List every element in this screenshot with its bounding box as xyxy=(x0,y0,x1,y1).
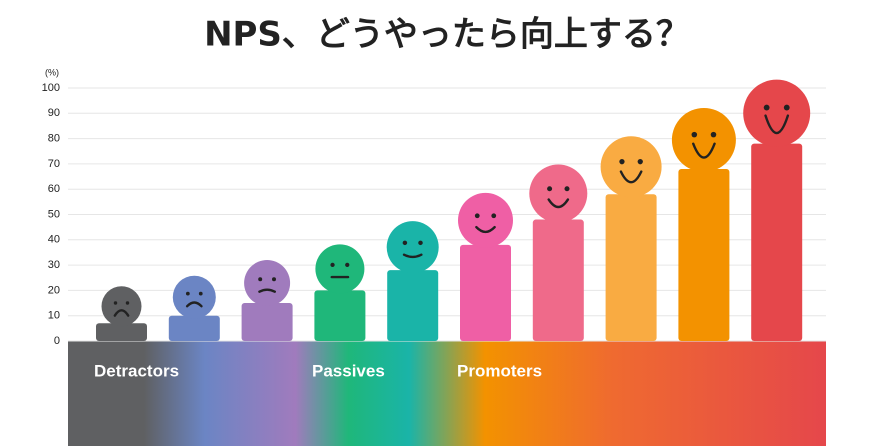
face-mouth xyxy=(113,309,130,317)
face-eye xyxy=(547,186,553,192)
bar xyxy=(387,270,439,341)
bar xyxy=(460,244,511,341)
face-mouth xyxy=(764,114,790,135)
face-circle xyxy=(172,275,216,319)
face xyxy=(386,221,439,274)
bar xyxy=(168,315,220,341)
bar xyxy=(605,194,657,341)
face-circle xyxy=(743,79,811,147)
y-tick-label: 20 xyxy=(48,284,60,296)
face-mouth xyxy=(258,288,276,293)
y-tick-label: 60 xyxy=(48,183,60,195)
y-tick-label: 80 xyxy=(48,133,60,145)
y-tick-label: 90 xyxy=(48,107,60,119)
bar xyxy=(314,290,366,341)
face-circle xyxy=(600,136,662,198)
face-eye xyxy=(330,262,335,267)
y-axis-label: (%) xyxy=(45,67,59,77)
face-eye xyxy=(637,159,643,165)
face-eye xyxy=(491,213,497,219)
face-eye xyxy=(474,213,480,219)
face xyxy=(529,164,588,223)
face-mouth xyxy=(692,142,716,159)
face-eye xyxy=(272,277,276,282)
face-eye xyxy=(418,240,423,246)
face-eye xyxy=(125,301,130,305)
face-eye xyxy=(564,186,570,192)
face-eye xyxy=(258,277,263,282)
face-circle xyxy=(671,107,736,172)
y-tick-label: 0 xyxy=(54,335,60,347)
face-eye xyxy=(763,104,770,111)
face-circle xyxy=(315,244,365,294)
face-mouth xyxy=(402,253,423,259)
face-eye xyxy=(619,159,625,165)
bar xyxy=(96,323,147,341)
bar xyxy=(678,168,730,341)
face-eye xyxy=(345,262,350,267)
face xyxy=(101,286,142,327)
group-label: Promoters xyxy=(457,361,542,380)
face xyxy=(743,79,811,147)
face-circle xyxy=(101,286,142,327)
group-label: Passives xyxy=(312,361,385,380)
face-circle xyxy=(458,192,513,248)
y-tick-label: 40 xyxy=(48,234,60,246)
face-circle xyxy=(529,164,588,223)
face-circle xyxy=(244,260,291,307)
face xyxy=(315,244,365,294)
face xyxy=(671,107,736,172)
y-tick-label: 100 xyxy=(42,82,60,94)
face-mouth xyxy=(185,301,203,308)
y-tick-label: 70 xyxy=(48,158,60,170)
chart-title: NPS、どうやったら向上する？ xyxy=(204,15,690,55)
bar xyxy=(241,303,293,341)
face-mouth xyxy=(475,225,496,234)
segment-band xyxy=(68,341,826,446)
face-mouth xyxy=(547,198,570,209)
face xyxy=(244,260,291,307)
face-eye xyxy=(198,291,203,296)
face-eye xyxy=(113,301,118,305)
face-mouth xyxy=(619,170,643,184)
bar xyxy=(532,219,584,341)
face xyxy=(172,275,216,319)
y-tick-label: 10 xyxy=(48,310,60,322)
face-eye xyxy=(710,131,717,138)
y-tick-label: 30 xyxy=(48,259,60,271)
bar xyxy=(751,143,803,341)
face-eye xyxy=(402,240,408,246)
face xyxy=(458,192,513,248)
face-eye xyxy=(691,131,698,138)
face xyxy=(600,136,662,198)
face-eye xyxy=(185,291,190,296)
y-tick-label: 50 xyxy=(48,208,60,220)
face-eye xyxy=(783,104,790,111)
face-circle xyxy=(386,221,439,274)
group-label: Detractors xyxy=(94,361,179,380)
